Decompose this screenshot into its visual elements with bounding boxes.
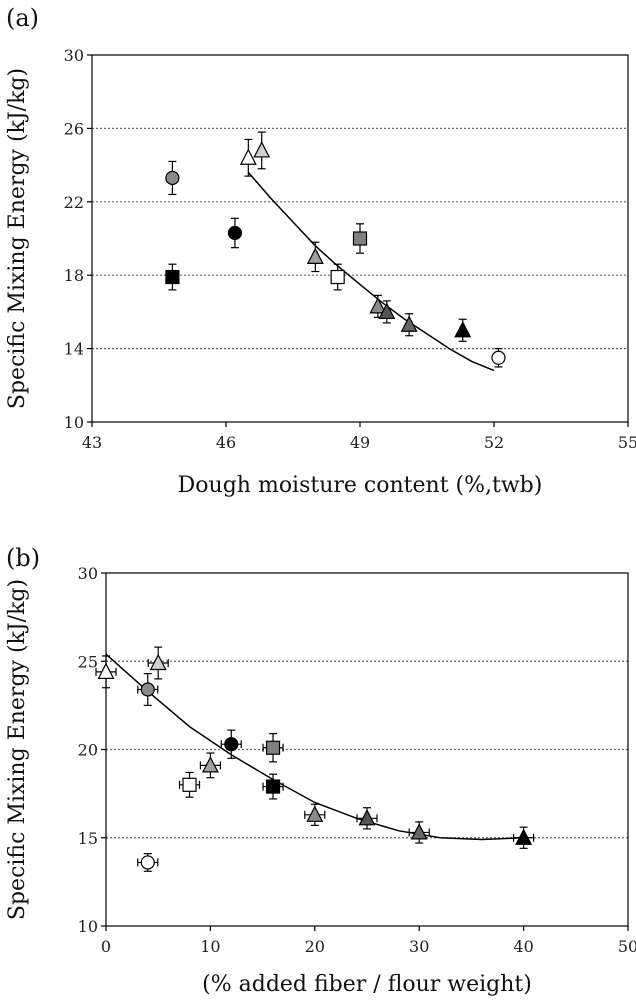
marker-triangle bbox=[306, 805, 324, 822]
data-point bbox=[306, 241, 324, 273]
data-point bbox=[400, 313, 418, 337]
panel-label: (b) bbox=[6, 544, 40, 572]
data-point bbox=[512, 826, 535, 849]
x-tick-label: 30 bbox=[409, 937, 429, 956]
data-point bbox=[227, 217, 243, 249]
data-point bbox=[165, 263, 180, 291]
marker-triangle bbox=[400, 315, 418, 332]
marker-square bbox=[330, 269, 345, 285]
marker-circle bbox=[227, 225, 243, 241]
x-tick-label: 50 bbox=[618, 937, 636, 956]
marker-circle bbox=[140, 682, 155, 697]
data-point bbox=[491, 348, 506, 368]
trendline bbox=[247, 171, 495, 372]
marker-triangle bbox=[149, 653, 167, 671]
marker-triangle bbox=[253, 141, 271, 158]
marker-triangle bbox=[358, 809, 376, 826]
y-tick-label: 10 bbox=[64, 413, 84, 432]
x-tick-label: 52 bbox=[484, 433, 504, 452]
data-point bbox=[330, 263, 345, 291]
marker-triangle bbox=[306, 247, 324, 264]
marker-square bbox=[265, 740, 281, 755]
marker-triangle bbox=[201, 756, 219, 773]
data-point bbox=[253, 131, 271, 170]
data-point bbox=[199, 752, 221, 779]
marker-triangle bbox=[239, 148, 257, 165]
x-tick-label: 10 bbox=[200, 937, 220, 956]
data-point bbox=[239, 138, 257, 177]
data-point bbox=[95, 655, 117, 689]
y-tick-label: 18 bbox=[64, 266, 84, 285]
marker-circle bbox=[224, 737, 239, 752]
y-tick-label: 25 bbox=[78, 652, 98, 671]
x-tick-label: 55 bbox=[618, 433, 636, 452]
y-tick-label: 30 bbox=[78, 564, 98, 583]
chart-panel-a: (a) 10 14 18 22 26 30 43 46 49 52 55 Dough moisture … bbox=[5, 4, 636, 498]
data-point bbox=[378, 300, 396, 324]
y-tick-label: 22 bbox=[64, 193, 84, 212]
x-tick-label: 0 bbox=[101, 937, 111, 956]
marker-square bbox=[165, 269, 180, 285]
data-point bbox=[178, 771, 201, 798]
x-tick-label: 20 bbox=[305, 937, 325, 956]
data-point bbox=[147, 646, 169, 680]
data-point bbox=[304, 803, 326, 826]
data-point bbox=[408, 821, 430, 844]
marker-triangle bbox=[369, 297, 387, 314]
y-axis-label: Specific Mixing Energy (kJ/kg) bbox=[5, 68, 30, 409]
data-point bbox=[137, 853, 159, 872]
x-axis-label: Dough moisture content (%,twb) bbox=[178, 473, 543, 498]
data-point bbox=[262, 773, 284, 800]
trendline bbox=[105, 653, 524, 841]
data-point bbox=[137, 673, 159, 706]
marker-circle bbox=[165, 170, 180, 186]
marker-triangle bbox=[454, 320, 472, 338]
y-tick-label: 10 bbox=[78, 917, 98, 936]
data-point bbox=[165, 160, 180, 196]
marker-triangle bbox=[378, 302, 396, 319]
x-tick-label: 43 bbox=[82, 433, 102, 452]
data-point bbox=[262, 733, 284, 763]
marker-triangle bbox=[515, 828, 533, 845]
y-tick-label: 15 bbox=[78, 829, 98, 848]
y-tick-label: 30 bbox=[64, 46, 84, 65]
panel-label: (a) bbox=[6, 4, 39, 32]
data-point bbox=[352, 223, 368, 254]
marker-circle bbox=[140, 855, 155, 870]
data-point bbox=[220, 729, 242, 759]
marker-square bbox=[352, 231, 368, 246]
y-axis-label: Specific Mixing Energy (kJ/kg) bbox=[5, 579, 30, 920]
marker-circle bbox=[491, 350, 506, 365]
y-tick-label: 26 bbox=[64, 119, 84, 138]
data-point bbox=[454, 318, 472, 342]
y-tick-label: 14 bbox=[64, 340, 84, 359]
marker-square bbox=[182, 777, 197, 792]
x-tick-label: 49 bbox=[350, 433, 370, 452]
y-tick-label: 20 bbox=[78, 741, 98, 760]
x-tick-label: 46 bbox=[216, 433, 236, 452]
x-tick-label: 40 bbox=[513, 937, 533, 956]
x-axis-label: (% added fiber / flour weight) bbox=[202, 972, 532, 997]
marker-triangle bbox=[97, 662, 115, 679]
marker-triangle bbox=[410, 823, 428, 840]
marker-square bbox=[265, 779, 281, 794]
data-point bbox=[356, 807, 378, 830]
